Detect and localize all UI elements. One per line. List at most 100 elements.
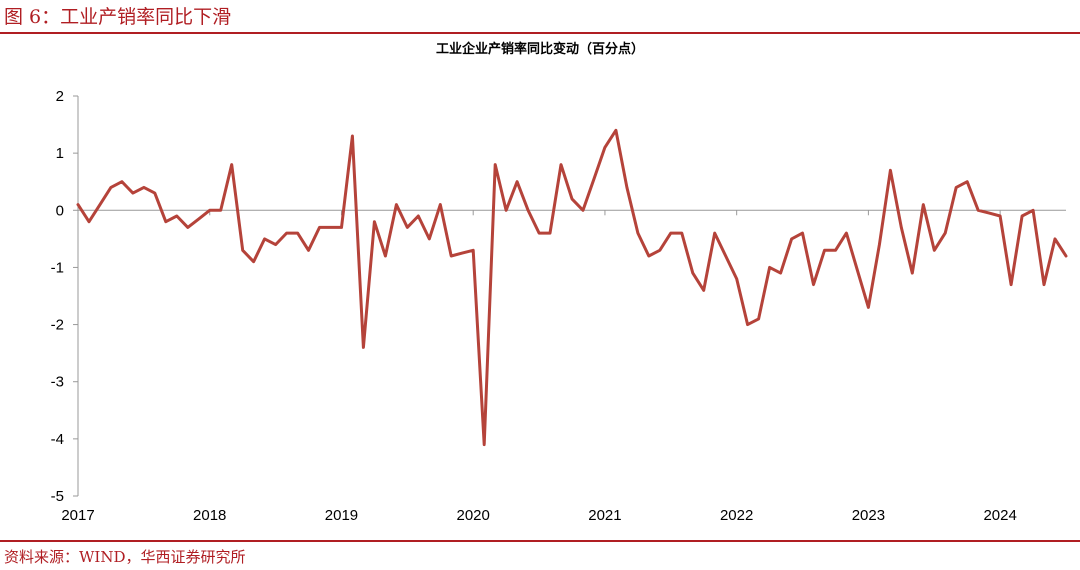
data-point [263,238,266,240]
data-point [296,232,299,234]
data-point [88,220,90,223]
y-tick-label: 2 [56,88,64,105]
data-point [626,186,628,189]
data-point [801,232,804,234]
data-point [176,215,178,217]
data-point [77,203,79,206]
data-point [274,243,277,246]
x-tick-label: 2017 [61,507,94,524]
data-point [307,249,310,252]
data-point [900,226,903,229]
chart-axes [77,96,1066,496]
data-point [461,252,464,254]
data-point [527,209,529,212]
data-point [955,186,957,189]
data-point [790,238,793,240]
source-note: 资料来源：WIND，华西证券研究所 [4,548,246,566]
chart-series [76,128,1068,447]
data-point [406,226,409,229]
data-point [373,220,376,223]
data-point [571,198,573,200]
data-point [428,238,431,240]
data-point [966,180,968,183]
data-point [692,272,694,274]
y-tick-label: -4 [51,431,64,448]
y-tick-label: -2 [51,317,64,334]
data-point [1043,283,1045,286]
data-point [516,180,518,183]
data-point [768,266,771,269]
data-point [637,232,639,234]
data-point [439,203,442,206]
data-point [241,249,244,252]
x-tick-label: 2020 [457,507,490,524]
data-point [735,278,738,280]
data-point [933,249,936,252]
x-tick-label: 2021 [588,507,621,524]
data-point [99,203,101,206]
x-tick-label: 2018 [193,507,226,524]
x-tick-label: 2019 [325,507,358,524]
data-point [1010,283,1012,286]
data-point [329,226,332,229]
data-point [582,209,584,212]
bottom-divider [0,540,1080,542]
data-point [713,232,716,234]
data-point [845,232,848,234]
data-point [988,212,990,214]
data-point [318,226,321,229]
data-point [483,443,486,446]
data-point [208,209,211,212]
data-point [187,226,189,229]
data-point [549,232,551,234]
data-point [659,249,661,252]
data-point [757,318,760,320]
x-tick-label: 2024 [983,507,1016,524]
data-point [417,215,420,217]
data-point [812,283,815,286]
data-point [384,255,387,257]
data-point [285,232,288,234]
data-point [878,243,881,246]
data-point [505,209,507,212]
data-point [944,232,946,234]
series-line [76,128,1068,447]
data-point [230,163,233,166]
data-point [165,220,167,223]
y-tick-label: -1 [51,259,64,276]
data-point [834,249,837,252]
data-point [154,192,156,194]
data-point [494,163,497,166]
data-point [219,209,222,212]
data-point [121,180,123,183]
data-point [593,178,595,180]
x-tick-label: 2022 [720,507,753,524]
data-point [746,323,749,326]
chart-title: 工业企业产销率同比变动（百分点） [436,41,644,57]
data-point [362,346,365,349]
data-point [198,218,200,220]
data-point [450,255,453,257]
x-tick-label: 2023 [852,507,885,524]
data-point [977,209,979,212]
data-point [143,186,145,189]
data-point [724,255,727,257]
data-point [252,260,255,263]
data-point [395,203,398,206]
data-point [911,272,914,274]
data-point [472,249,475,252]
y-tick-label: 1 [56,145,64,162]
data-point [615,129,617,132]
data-point [681,232,683,234]
data-point [132,192,134,194]
data-point [604,146,606,149]
y-tick-label: 0 [56,202,64,219]
data-point [538,232,540,234]
y-tick-label: -5 [51,488,64,505]
top-divider [0,32,1080,34]
data-point [1065,255,1067,257]
data-point [823,249,826,252]
data-point [889,169,892,172]
data-point [1021,215,1023,217]
data-point [340,226,343,229]
